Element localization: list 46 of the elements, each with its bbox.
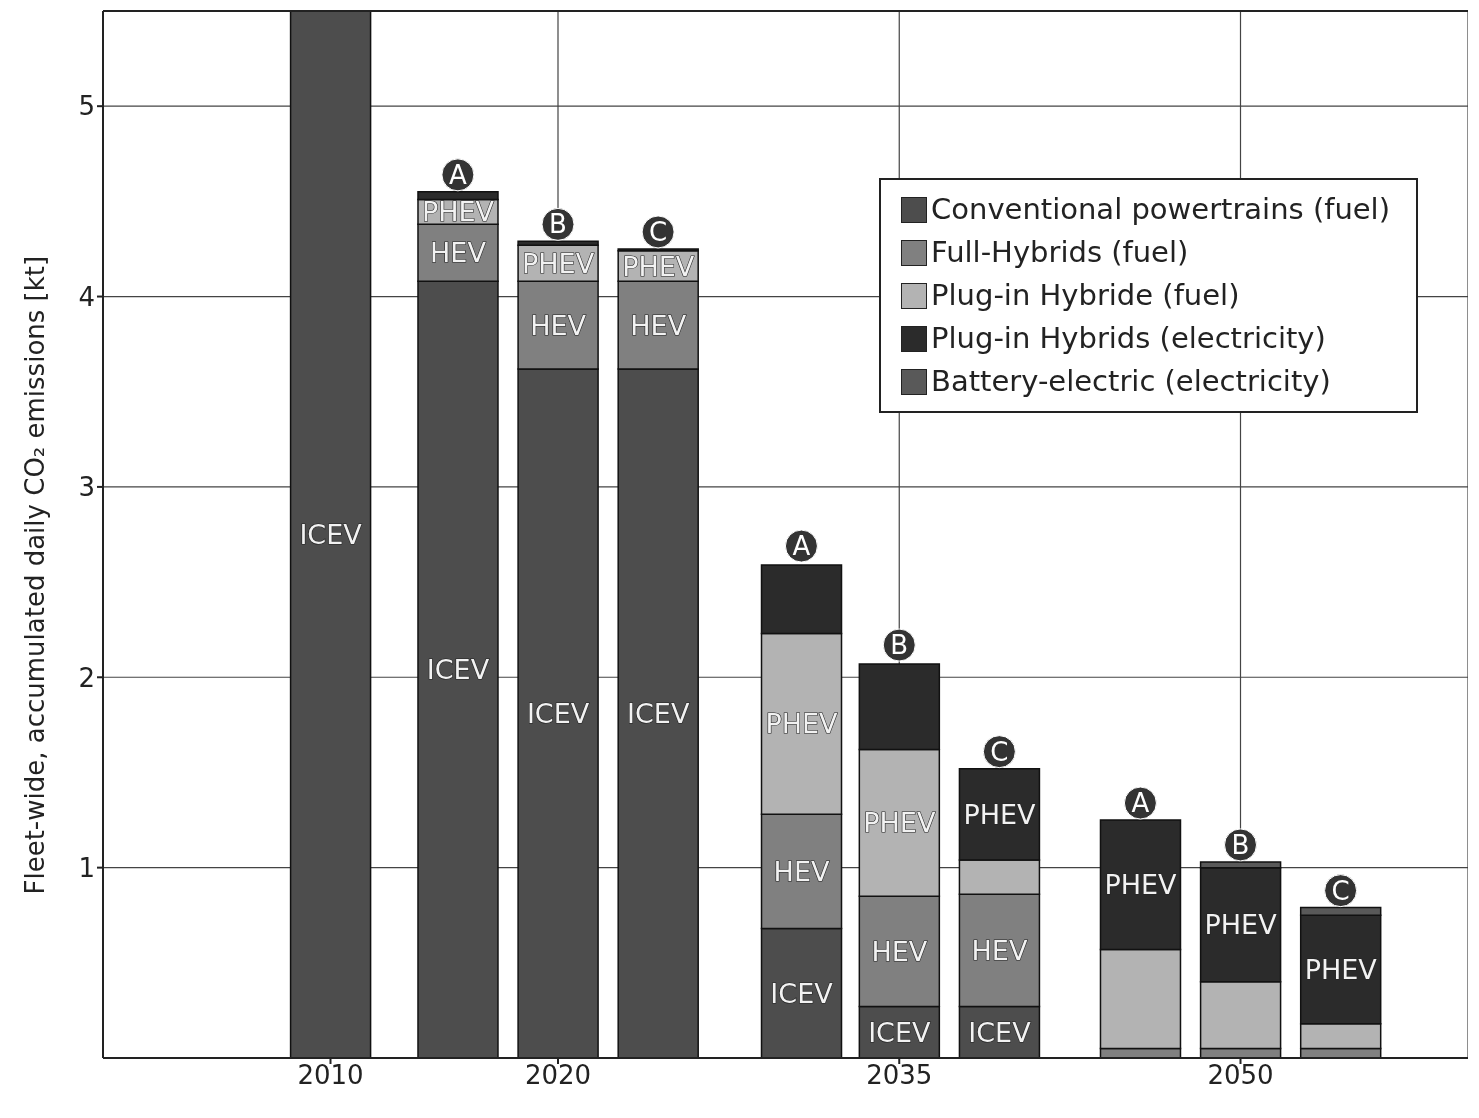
data-label: PHEV bbox=[622, 250, 695, 282]
legend-label: Plug-in Hybride (fuel) bbox=[930, 277, 1241, 314]
data-label: HEV bbox=[971, 934, 1028, 966]
x-tick-label: 2010 bbox=[297, 1060, 364, 1091]
annotation: B bbox=[890, 630, 909, 661]
legend-label: Full-Hybrids (fuel) bbox=[930, 234, 1190, 271]
annotation: C bbox=[990, 736, 1009, 767]
data-label: PHEV bbox=[1104, 869, 1178, 901]
data-label: PHEV bbox=[1304, 953, 1378, 985]
data-label: PHEV bbox=[765, 708, 839, 740]
data-label: PHEV bbox=[1204, 909, 1278, 941]
data-label: HEV bbox=[530, 309, 587, 341]
y-tick-label: 4 bbox=[78, 281, 95, 312]
annotation: A bbox=[1131, 788, 1150, 819]
x-tick-label: 2035 bbox=[866, 1060, 933, 1091]
data-label: HEV bbox=[871, 935, 928, 967]
data-label: HEV bbox=[773, 855, 830, 887]
data-label: ICEV bbox=[868, 1016, 932, 1048]
annotation: B bbox=[1231, 829, 1250, 860]
annotation: C bbox=[649, 216, 668, 247]
data-label: PHEV bbox=[963, 798, 1037, 830]
data-label: HEV bbox=[630, 309, 687, 341]
data-label: ICEV bbox=[299, 519, 363, 550]
data-label: HEV bbox=[430, 237, 487, 269]
y-axis-title: Fleet-wide, accumulated daily CO₂ emissions [kt] bbox=[20, 255, 51, 895]
data-label: ICEV bbox=[526, 697, 590, 729]
y-tick-label: 2 bbox=[78, 662, 95, 693]
legend-label: Plug-in Hybrids (electricity) bbox=[930, 320, 1327, 357]
x-tick-label: 2020 bbox=[524, 1060, 592, 1091]
data-label: ICEV bbox=[770, 977, 834, 1009]
data-label: PHEV bbox=[863, 807, 936, 839]
legend-label: Conventional powertrains (fuel) bbox=[930, 191, 1390, 228]
annotation: A bbox=[449, 159, 467, 190]
data-label: ICEV bbox=[627, 697, 690, 729]
data-label: PHEV bbox=[522, 247, 595, 279]
legend-label: Battery-electric (electricity) bbox=[930, 363, 1332, 400]
annotation: C bbox=[1331, 875, 1350, 906]
annotation: A bbox=[792, 531, 811, 562]
data-label: PHEV bbox=[421, 196, 495, 228]
y-tick-label: 3 bbox=[78, 472, 95, 503]
x-tick-label: 2050 bbox=[1207, 1060, 1274, 1091]
annotation: B bbox=[549, 209, 567, 240]
data-label: ICEV bbox=[426, 654, 490, 686]
y-tick-label: 5 bbox=[78, 91, 95, 122]
data-label: ICEV bbox=[968, 1016, 1032, 1048]
y-tick-label: 1 bbox=[78, 852, 95, 883]
